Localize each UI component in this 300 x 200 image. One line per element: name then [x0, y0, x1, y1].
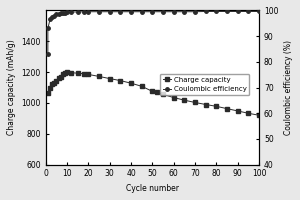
Coulombic efficiency — [76, 11, 80, 13]
X-axis label: Cycle number: Cycle number — [126, 184, 179, 193]
Charge capacity — [46, 92, 50, 94]
Charge capacity — [183, 99, 186, 101]
Charge capacity — [151, 90, 154, 93]
Coulombic efficiency — [172, 11, 175, 13]
Coulombic efficiency — [204, 10, 208, 13]
Charge capacity — [108, 77, 112, 80]
Coulombic efficiency — [50, 16, 54, 18]
Y-axis label: Charge capacity (mAh/g): Charge capacity (mAh/g) — [7, 40, 16, 135]
Charge capacity — [204, 103, 208, 106]
Coulombic efficiency — [183, 11, 186, 13]
Coulombic efficiency — [48, 18, 52, 21]
Coulombic efficiency — [52, 14, 56, 17]
Charge capacity — [59, 76, 62, 78]
Charge capacity — [155, 91, 158, 94]
Charge capacity — [172, 96, 175, 99]
Line: Charge capacity: Charge capacity — [46, 71, 261, 117]
Charge capacity — [129, 82, 133, 84]
Charge capacity — [257, 114, 261, 116]
Coulombic efficiency — [46, 27, 50, 30]
Coulombic efficiency — [247, 10, 250, 13]
Charge capacity — [225, 107, 229, 110]
Charge capacity — [247, 112, 250, 114]
Charge capacity — [97, 75, 101, 78]
Coulombic efficiency — [65, 11, 69, 13]
Charge capacity — [82, 72, 86, 75]
Coulombic efficiency — [97, 11, 101, 13]
Coulombic efficiency — [236, 10, 240, 13]
Coulombic efficiency — [87, 11, 90, 13]
Coulombic efficiency — [161, 11, 165, 13]
Coulombic efficiency — [108, 11, 112, 13]
Coulombic efficiency — [118, 11, 122, 13]
Coulombic efficiency — [63, 11, 67, 14]
Coulombic efficiency — [55, 13, 58, 15]
Line: Coulombic efficiency: Coulombic efficiency — [46, 10, 261, 56]
Charge capacity — [52, 82, 56, 84]
Charge capacity — [65, 71, 69, 74]
Coulombic efficiency — [61, 12, 64, 14]
Charge capacity — [193, 101, 197, 104]
Coulombic efficiency — [215, 10, 218, 13]
Coulombic efficiency — [129, 11, 133, 13]
Coulombic efficiency — [82, 11, 86, 13]
Charge capacity — [140, 85, 144, 88]
Charge capacity — [63, 72, 67, 75]
Charge capacity — [55, 79, 58, 82]
Charge capacity — [48, 86, 52, 89]
Coulombic efficiency — [151, 11, 154, 13]
Charge capacity — [70, 72, 73, 74]
Coulombic efficiency — [46, 53, 50, 55]
Coulombic efficiency — [59, 12, 62, 14]
Charge capacity — [61, 73, 64, 76]
Charge capacity — [87, 73, 90, 76]
Coulombic efficiency — [225, 10, 229, 13]
Legend: Charge capacity, Coulombic efficiency: Charge capacity, Coulombic efficiency — [160, 74, 249, 95]
Y-axis label: Coulombic efficiency (%): Coulombic efficiency (%) — [284, 40, 293, 135]
Charge capacity — [76, 72, 80, 74]
Coulombic efficiency — [57, 12, 60, 15]
Coulombic efficiency — [140, 11, 144, 13]
Charge capacity — [215, 105, 218, 108]
Charge capacity — [50, 83, 54, 86]
Charge capacity — [236, 110, 240, 112]
Charge capacity — [161, 93, 165, 96]
Charge capacity — [57, 77, 60, 79]
Coulombic efficiency — [257, 10, 261, 13]
Charge capacity — [118, 79, 122, 82]
Coulombic efficiency — [70, 11, 73, 13]
Coulombic efficiency — [193, 11, 197, 13]
